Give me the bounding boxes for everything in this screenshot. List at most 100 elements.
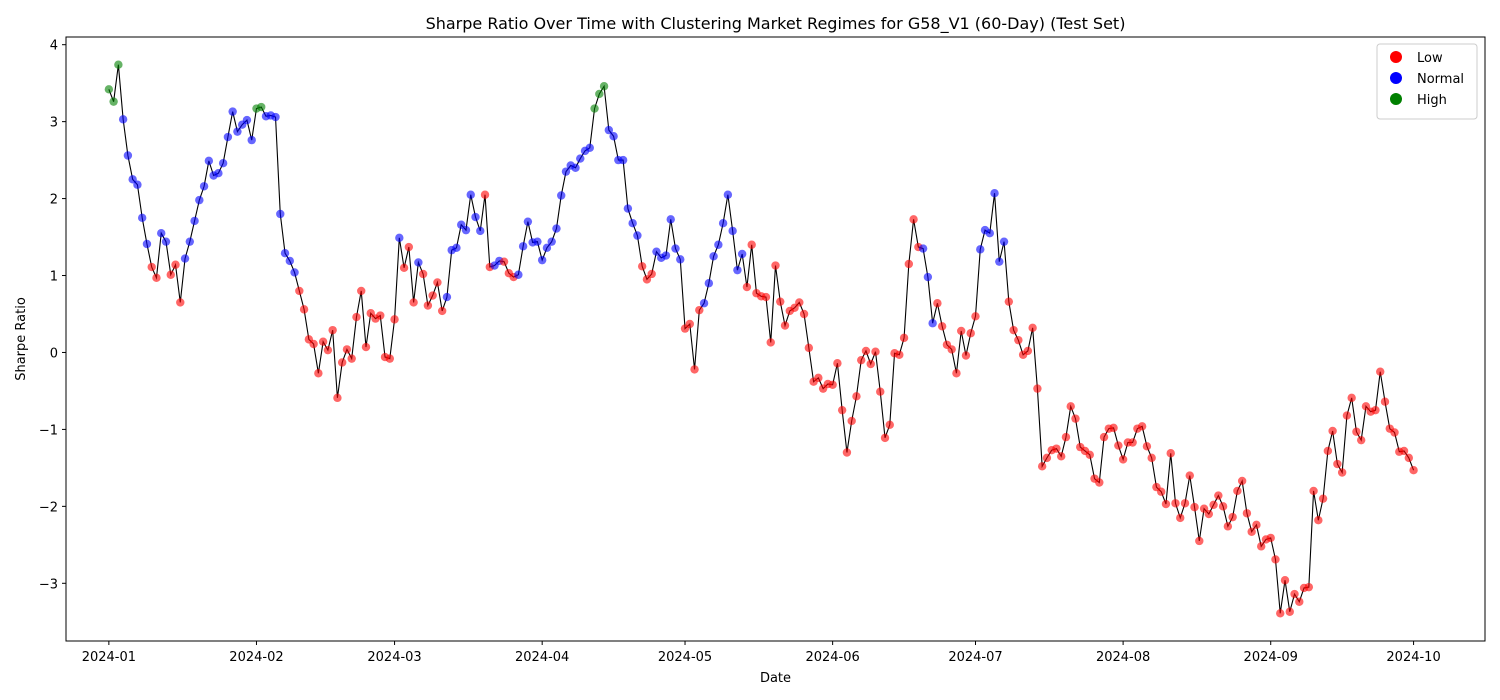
data-point [828,380,837,389]
data-point [1285,607,1294,616]
data-point [723,190,733,199]
data-point [1356,435,1366,445]
data-point [480,190,490,199]
data-point [333,393,342,403]
x-tick-label: 2024-08 [1096,650,1150,665]
data-point [190,216,199,226]
data-point [537,255,547,265]
data-point [228,107,237,116]
data-point [904,259,914,269]
data-point [137,213,147,223]
data-point [814,373,823,383]
data-point [1147,453,1156,463]
data-point [295,286,304,296]
y-axis-label: Sharpe Ratio [14,297,29,381]
x-tick-label: 2024-01 [82,650,136,665]
data-point [1323,446,1333,456]
data-point [452,243,461,253]
data-point [604,125,614,135]
data-point [223,132,233,142]
data-point [671,244,680,253]
data-point [214,168,223,178]
data-point [128,175,137,184]
data-point [1033,384,1042,393]
data-point [976,245,985,254]
data-point [833,359,842,368]
data-point [1409,465,1418,475]
data-point [642,275,652,284]
legend-marker [1390,72,1402,84]
data-point [290,268,299,277]
data-point [1185,471,1194,480]
x-tick-label: 2024-10 [1386,650,1440,665]
y-tick-label: 0 [50,346,58,361]
data-point [280,249,290,258]
data-point [909,215,918,224]
data-point [637,262,647,271]
data-point [842,448,852,457]
data-point [609,132,618,141]
data-point [990,188,999,198]
data-point [257,102,266,112]
data-point [118,115,128,124]
x-axis: 2024-01 2024-02 2024-03 2024-04 2024-05 2024-… [82,641,1441,665]
data-point [1085,450,1094,459]
data-point [985,229,994,238]
data-point [1161,499,1171,509]
data-point [161,237,171,246]
data-point [804,343,814,353]
data-point [461,225,471,235]
data-point [357,286,366,296]
data-point [718,219,728,228]
data-point [1157,487,1166,496]
data-point [1295,597,1304,606]
data-point [185,237,195,246]
chart-title: Sharpe Ratio Over Time with Clustering M… [426,14,1126,34]
data-point [418,269,428,279]
data-point [1042,453,1052,463]
data-point [771,261,780,270]
data-point [999,237,1009,246]
data-point [1190,502,1199,512]
data-point [695,305,704,315]
data-point [595,89,604,99]
data-point [733,265,742,275]
data-point [885,420,894,429]
data-point [395,233,404,243]
data-point [576,154,585,163]
data-point [1257,542,1266,551]
data-point [1028,323,1037,333]
y-axis: −3 −2 −1 0 1 2 3 4 [39,39,66,592]
data-point [1137,422,1147,431]
data-point [195,195,204,205]
data-point [271,112,280,122]
data-point [709,252,718,261]
data-point [1128,438,1137,447]
data-point [1333,459,1342,469]
x-tick-label: 2024-06 [805,650,859,665]
data-point [957,326,966,336]
data-point [666,215,675,224]
data-point [780,321,790,330]
data-point [1390,428,1399,437]
data-point [1337,468,1347,477]
data-point [285,256,294,266]
data-point [114,60,123,69]
x-tick-label: 2024-07 [948,650,1002,665]
data-point [404,242,414,252]
data-point [1233,486,1242,496]
data-point [533,237,542,246]
data-point [599,82,609,91]
data-point [1237,476,1247,486]
data-point [318,337,328,346]
data-point [961,351,971,360]
y-tick-label: −2 [39,500,58,515]
x-tick-label: 2024-05 [658,650,712,665]
data-point [299,305,309,314]
data-point [1071,414,1080,423]
data-point [476,226,485,236]
data-point [795,298,804,307]
data-point [1037,462,1047,471]
data-point [523,217,533,226]
data-point [766,338,775,347]
